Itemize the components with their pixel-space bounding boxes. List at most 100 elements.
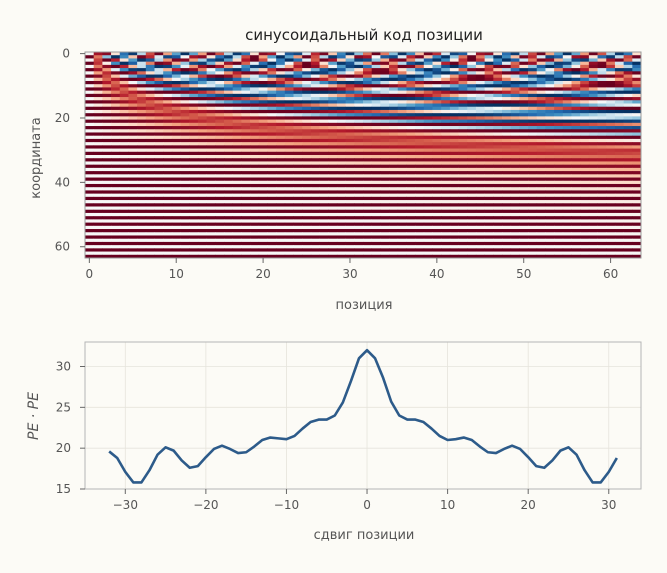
heatmap-cell (397, 203, 407, 207)
heatmap-cell (493, 180, 503, 185)
heatmap-cell (232, 142, 242, 146)
heatmap-cell (197, 52, 207, 56)
heatmap-cell (85, 171, 95, 175)
heatmap-cell (276, 84, 286, 88)
heatmap-cell (588, 58, 598, 63)
heatmap-cell (475, 245, 485, 249)
heatmap-cell (371, 222, 381, 227)
heatmap-cell (389, 193, 399, 198)
heatmap-cell (562, 216, 572, 220)
heatmap-cell (397, 87, 407, 91)
heatmap-cell (310, 61, 320, 66)
heatmap-cell (354, 119, 364, 124)
heatmap-cell (293, 129, 303, 133)
heatmap-cell (493, 164, 503, 169)
heatmap-cell (215, 116, 225, 120)
heatmap-cell (310, 122, 320, 127)
heatmap-cell (258, 84, 268, 88)
heatmap-cell (441, 245, 451, 249)
heatmap-cell (85, 129, 95, 133)
heatmap-cell (562, 203, 572, 207)
heatmap-y-tick-label: 40 (55, 175, 70, 189)
heatmap-cell (328, 187, 338, 191)
heatmap-cell (276, 113, 286, 117)
heatmap-cell (328, 148, 338, 153)
heatmap-cell (554, 109, 564, 114)
heatmap-cell (250, 109, 260, 114)
heatmap-cell (606, 196, 616, 201)
heatmap-cell (215, 106, 225, 111)
heatmap-cell (449, 209, 459, 214)
heatmap-cell (345, 71, 355, 75)
heatmap-cell (293, 77, 303, 82)
heatmap-cell (336, 126, 346, 130)
heatmap-cell (363, 174, 373, 178)
heatmap-cell (258, 180, 268, 185)
heatmap-cell (502, 241, 512, 246)
heatmap-cell (197, 235, 207, 240)
heatmap-cell (458, 71, 468, 75)
heatmap-cell (154, 238, 164, 243)
heatmap-cell (215, 58, 225, 63)
heatmap-cell (189, 174, 199, 178)
heatmap-cell (502, 222, 512, 227)
heatmap-cell (580, 84, 590, 88)
heatmap-cell (241, 212, 251, 217)
heatmap-cell (293, 251, 303, 256)
heatmap-cell (562, 64, 572, 69)
heatmap-cell (276, 138, 286, 143)
heatmap-cell (623, 241, 633, 246)
heatmap-cell (85, 93, 95, 98)
heatmap-cell (328, 119, 338, 124)
heatmap-cell (336, 158, 346, 162)
heatmap-cell (310, 71, 320, 75)
heatmap-cell (406, 225, 416, 230)
heatmap-cell (571, 119, 581, 124)
heatmap-cell (389, 229, 399, 233)
heatmap-cell (484, 97, 494, 101)
heatmap-cell (371, 132, 381, 137)
heatmap-cell (623, 235, 633, 240)
heatmap-cell (258, 190, 268, 194)
heatmap-cell (432, 245, 442, 249)
heatmap-cell (215, 251, 225, 256)
heatmap-cell (206, 113, 216, 117)
heatmap-cell (293, 196, 303, 201)
heatmap-cell (328, 52, 338, 56)
heatmap-cell (502, 64, 512, 69)
heatmap-cell (536, 68, 546, 72)
heatmap-cell (554, 190, 564, 194)
heatmap-cell (85, 90, 95, 95)
heatmap-cell (528, 206, 538, 211)
heatmap-cell (458, 135, 468, 140)
heatmap-cell (606, 190, 616, 194)
heatmap-cell (397, 183, 407, 188)
heatmap-cell (85, 203, 95, 207)
heatmap-cell (319, 55, 329, 59)
heatmap-cell (145, 148, 155, 153)
heatmap-cell (224, 135, 234, 140)
heatmap-cell (423, 245, 433, 249)
heatmap-cell (241, 52, 251, 56)
heatmap-cell (284, 209, 294, 214)
heatmap-cell (562, 229, 572, 233)
heatmap-cell (502, 74, 512, 79)
heatmap-cell (597, 229, 607, 233)
heatmap-cell (319, 216, 329, 220)
heatmap-cell (102, 87, 112, 91)
heatmap-cell (145, 212, 155, 217)
heatmap-cell (363, 232, 373, 236)
heatmap-cell (119, 254, 129, 259)
heatmap-cell (232, 93, 242, 98)
heatmap-cell (397, 80, 407, 85)
heatmap-cell (441, 87, 451, 91)
heatmap-cell (215, 135, 225, 140)
heatmap-cell (293, 84, 303, 88)
heatmap-cell (397, 206, 407, 211)
heatmap-cell (554, 158, 564, 162)
heatmap-cell (180, 119, 190, 124)
heatmap-cell (336, 187, 346, 191)
heatmap-cell (328, 209, 338, 214)
heatmap-cell (397, 106, 407, 111)
